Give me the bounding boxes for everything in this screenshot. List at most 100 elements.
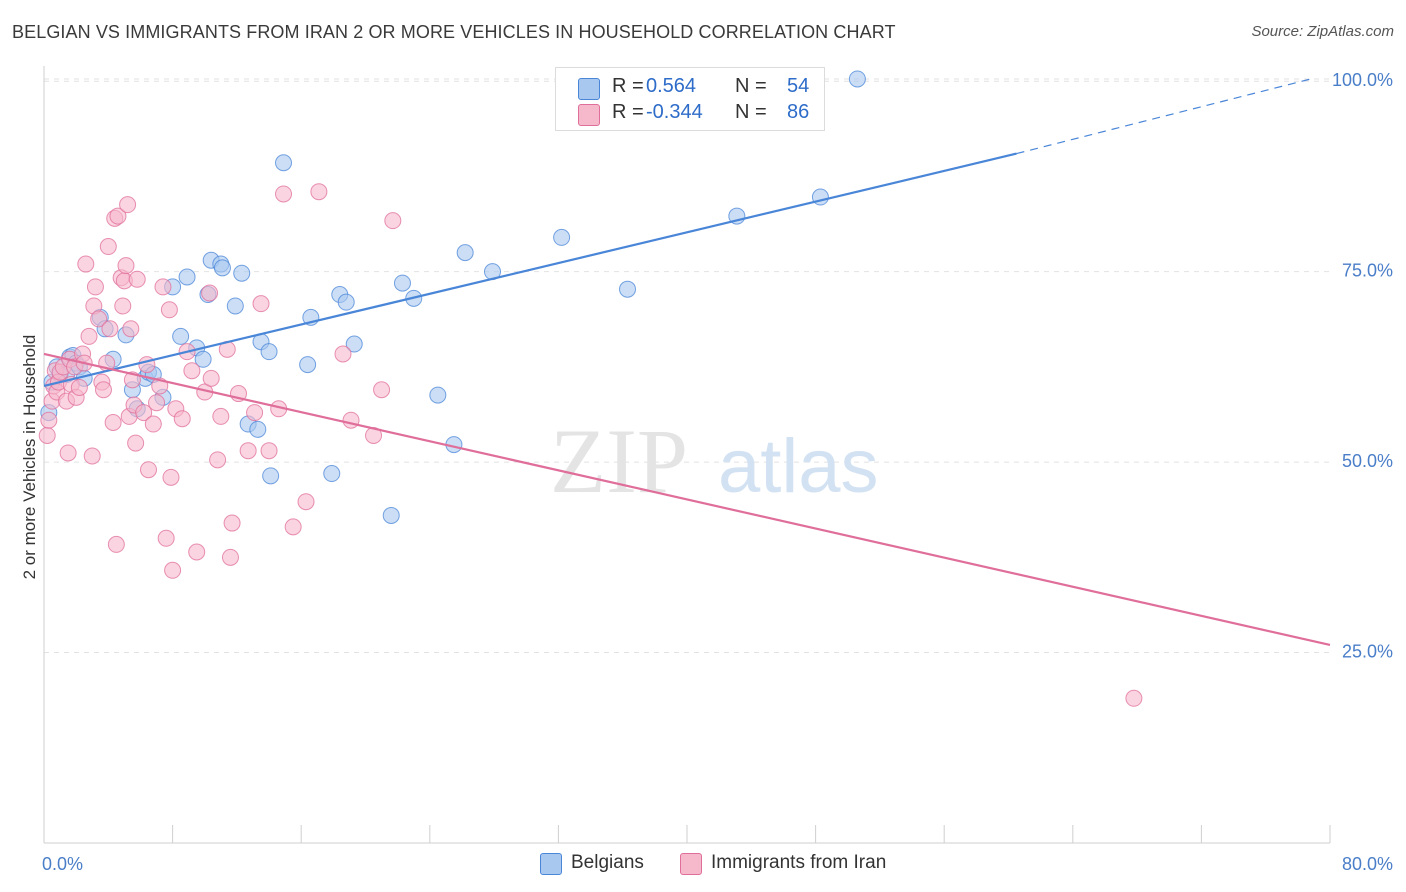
grid-lines <box>44 78 1330 654</box>
watermark-zip: ZIP <box>550 410 688 512</box>
iran-point <box>40 411 58 429</box>
belgians-swatch <box>578 78 600 100</box>
iran-point <box>135 404 153 422</box>
iran-point <box>109 207 127 225</box>
iran-point <box>239 442 257 460</box>
belgian-point <box>226 297 244 315</box>
belgian-point <box>275 154 293 172</box>
r-label: R = <box>612 101 644 123</box>
belgian-point <box>323 465 341 483</box>
legend-label: Belgians <box>571 852 644 873</box>
n-value: 54 <box>787 75 810 97</box>
belgian-point <box>178 268 196 286</box>
iran-point <box>334 345 352 363</box>
belgian-point <box>233 264 251 282</box>
iran-point <box>104 414 122 432</box>
iran-point <box>221 548 239 566</box>
legend-swatch-iran <box>680 853 702 875</box>
iran-point <box>275 185 293 203</box>
iran-point <box>83 447 101 465</box>
belgian-point <box>299 356 317 374</box>
iran-trend-line <box>43 352 1331 647</box>
source-label: Source: ZipAtlas.com <box>1251 23 1394 40</box>
belgian-point <box>393 274 411 292</box>
iran-point <box>252 295 270 313</box>
iran-point <box>297 493 315 511</box>
iran-point <box>188 543 206 561</box>
iran-point <box>310 183 328 201</box>
belgian-point <box>553 228 571 246</box>
iran-point <box>246 404 264 422</box>
iran-point <box>148 394 166 412</box>
x-tick-label: 80.0% <box>1342 854 1393 874</box>
iran-point <box>80 327 98 345</box>
iran-point <box>223 514 241 532</box>
axes <box>43 66 1331 844</box>
iran-point <box>342 411 360 429</box>
belgian-point <box>249 420 267 438</box>
legend-label: Immigrants from Iran <box>711 852 887 873</box>
belgian-point <box>213 259 231 277</box>
belgian-point <box>345 335 363 353</box>
belgian-point <box>429 386 447 404</box>
tick-labels: 25.0% 50.0% 75.0% 100.0% 0.0% 80.0% <box>42 70 1393 874</box>
iran-point <box>99 238 117 256</box>
watermark: ZIP atlas <box>550 410 879 512</box>
belgian-point <box>337 293 355 311</box>
r-value: 0.564 <box>646 75 697 97</box>
iran-point <box>212 407 230 425</box>
y-tick-label: 50.0% <box>1342 451 1393 471</box>
n-value: 86 <box>787 101 810 123</box>
iran-point <box>373 381 391 399</box>
belgian-point <box>172 327 190 345</box>
data-points <box>38 70 1143 707</box>
iran-point <box>139 461 157 479</box>
iran-point <box>260 442 278 460</box>
belgian-point <box>194 350 212 368</box>
iran-point <box>157 529 175 547</box>
iran-point <box>1125 689 1143 707</box>
iran-swatch <box>578 104 600 126</box>
belgian-trend-line <box>43 152 1017 388</box>
iran-point <box>209 451 227 469</box>
belgian-point <box>260 343 278 361</box>
r-label: R = <box>612 75 644 97</box>
n-label: N = <box>735 75 767 97</box>
iran-point <box>70 378 88 396</box>
belgian-point <box>262 467 280 485</box>
belgian-trend-extension <box>1016 77 1315 155</box>
belgian-point <box>456 244 474 262</box>
iran-point <box>284 518 302 536</box>
belgian-point <box>619 280 637 298</box>
belgian-point <box>848 70 866 88</box>
belgian-point <box>382 506 400 524</box>
iran-point <box>127 434 145 452</box>
iran-point <box>144 415 162 433</box>
iran-point <box>162 468 180 486</box>
iran-point <box>59 444 77 462</box>
r-value: -0.344 <box>646 101 703 123</box>
iran-point <box>77 255 95 273</box>
iran-point <box>107 535 125 553</box>
iran-point <box>117 257 135 275</box>
iran-point <box>90 310 108 328</box>
x-tick-label: 0.0% <box>42 854 83 874</box>
iran-point <box>183 362 201 380</box>
y-tick-label: 25.0% <box>1342 642 1393 662</box>
iran-point <box>202 369 220 387</box>
iran-point <box>384 212 402 230</box>
iran-point <box>119 196 137 214</box>
trend-lines <box>43 77 1331 647</box>
watermark-atlas: atlas <box>718 424 879 509</box>
iran-point <box>86 278 104 296</box>
iran-point <box>101 320 119 338</box>
iran-point <box>173 410 191 428</box>
iran-point <box>201 284 219 302</box>
iran-point <box>94 381 112 399</box>
iran-point <box>154 278 172 296</box>
iran-point <box>128 270 146 288</box>
correlation-stats-box: R = 0.564 N = 54 R = -0.344 N = 86 <box>555 67 825 131</box>
y-tick-label: 75.0% <box>1342 261 1393 281</box>
y-tick-label: 100.0% <box>1332 70 1393 90</box>
